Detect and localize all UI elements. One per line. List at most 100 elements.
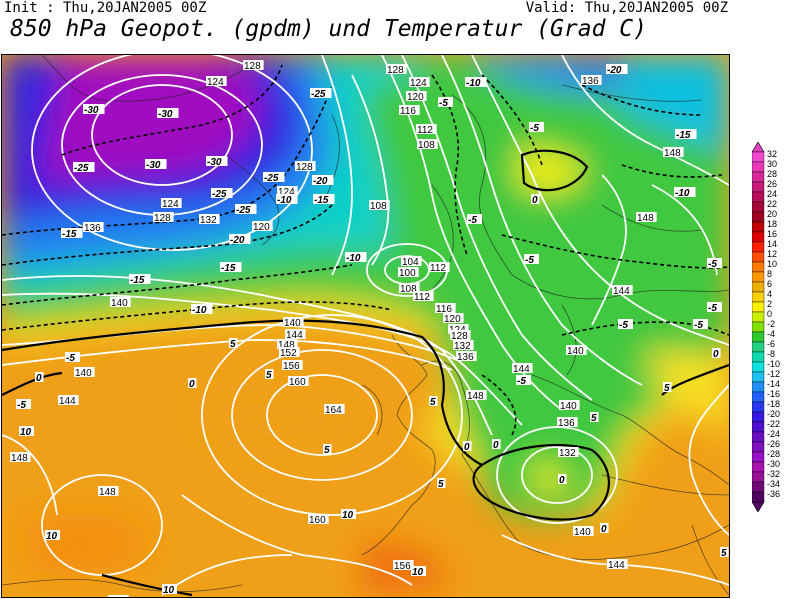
geopotential-label: 108 (418, 140, 435, 151)
chart-title: 850 hPa Geopot. (gpdm) und Temperatur (G… (10, 16, 647, 42)
geopotential-label: 152 (280, 348, 297, 359)
geopotential-label: 140 (567, 346, 584, 357)
colorbar-label: -14 (767, 379, 780, 389)
geopotential-label: 164 (325, 405, 342, 416)
colorbar-swatch (751, 281, 765, 293)
temperature-label: 5 (266, 370, 272, 381)
geopotential-label-bg (282, 360, 303, 370)
temperature-label: 10 (163, 585, 175, 596)
colorbar-swatch (751, 271, 765, 283)
colorbar-label: 4 (767, 289, 772, 299)
colorbar-label: -12 (767, 369, 780, 379)
geopotential-label-bg (448, 324, 469, 334)
temperature-label: -15 (221, 263, 236, 274)
temperature-label-bg (524, 254, 539, 264)
temperature-label-bg (693, 319, 708, 329)
temperature-label-bg (276, 194, 298, 204)
geopotential-label: 136 (582, 76, 599, 87)
temperature-label: -5 (708, 303, 717, 314)
colorbar-label: -16 (767, 389, 780, 399)
temperature-label-bg (145, 159, 167, 169)
colorbar-swatch (751, 311, 765, 323)
temperature-label: 0 (559, 475, 565, 486)
geopotential-label: 112 (417, 125, 433, 136)
geopotential-label-bg (161, 198, 182, 208)
geopotential-label-bg (83, 222, 104, 232)
temperature-label-bg (129, 274, 151, 284)
weather-map: 128 124 128 124 120 116 112 108 136 148 148 128 124 1… (1, 54, 730, 598)
temperature-label: 0 (36, 373, 42, 384)
temperature-label-group: -30 -30 -30 -30 -25 -25 -25 -25 -25 -20 -15 -10 -15 -… (16, 64, 729, 596)
temperature-label-bg (345, 252, 367, 262)
temperature-label: 10 (46, 531, 58, 542)
colorbar-label: 20 (767, 209, 777, 219)
geopotential-label: 108 (400, 284, 417, 295)
geopotential-label: 148 (637, 213, 654, 224)
temperature-label-bg (674, 187, 696, 197)
temperature-label-bg (220, 262, 242, 272)
temperature-label: 10 (412, 567, 424, 578)
geopotential-label: 144 (613, 286, 630, 297)
temperature-label-bg (558, 474, 567, 484)
geopotential-label-bg (416, 124, 437, 134)
geopotential-label-bg (277, 186, 298, 196)
colorbar-label: 32 (767, 149, 777, 159)
temperature-label: 5 (664, 383, 670, 394)
temperature-label-bg (467, 214, 482, 224)
geopotential-label: 144 (608, 560, 625, 571)
temperature-label: 0 (532, 195, 538, 206)
temperature-label: -5 (694, 320, 703, 331)
geopotential-label-bg (573, 526, 594, 536)
init-time-label: Init : Thu,20JAN2005 00Z (4, 0, 207, 16)
map-canvas: 1281241281241201161121081361481481281241… (2, 55, 729, 597)
temperature-label: -5 (468, 215, 477, 226)
temperature-label-bg (19, 426, 34, 436)
temperature-label: -15 (314, 195, 329, 206)
geopotential-label-bg (252, 221, 273, 231)
temperature-label-bg (323, 444, 332, 454)
colorbar-swatch (751, 291, 765, 303)
geopotential-label-bg (285, 329, 306, 339)
geopotential-label-bg (98, 486, 119, 496)
colorbar-label: -10 (767, 359, 780, 369)
colorbar-swatch (751, 181, 765, 193)
geopotential-label-bg (429, 262, 450, 272)
temperature-label-bg (341, 509, 356, 519)
temperature-label-bg (73, 162, 95, 172)
geopotential-label-bg (566, 345, 587, 355)
temperature-label: -15 (676, 130, 691, 141)
geopotential-label: 128 (387, 65, 404, 76)
geopotential-label-bg (453, 340, 474, 350)
colorbar-label: 14 (767, 239, 777, 249)
geopotential-label: 160 (309, 515, 326, 526)
geopotential-label: 144 (513, 364, 530, 375)
geopotential-label: 144 (286, 330, 303, 341)
temperature-label: 0 (713, 349, 719, 360)
temperature-label: -30 (84, 105, 99, 116)
geopotential-label-bg (206, 76, 227, 86)
colorbar-swatch (751, 211, 765, 223)
colorbar-swatch (751, 401, 765, 413)
colorbar-swatch (751, 381, 765, 393)
geopotential-label: 132 (454, 341, 471, 352)
geopotential-label: 128 (451, 331, 468, 342)
temperature-label-bg (463, 441, 472, 451)
temperature-label-bg (529, 122, 544, 132)
geopotential-label-bg (153, 212, 174, 222)
colorbar-swatch (751, 231, 765, 243)
geopotential-label: 148 (278, 340, 295, 351)
geopotential-label: 132 (200, 215, 217, 226)
temperature-label-bg (707, 302, 722, 312)
temperature-label: 10 (20, 427, 32, 438)
temperature-label: -5 (708, 259, 717, 270)
geopotential-label: 128 (244, 61, 261, 72)
geopotential-label-bg (369, 200, 390, 210)
temperature-label: -10 (346, 253, 361, 264)
geopotential-label: 100 (399, 268, 416, 279)
valid-time-label: Valid: Thu,20JAN2005 00Z (525, 0, 728, 16)
temperature-label-bg (35, 372, 44, 382)
temperature-label: 5 (591, 413, 597, 424)
colorbar-swatch (751, 171, 765, 183)
geopotential-label: 140 (574, 527, 591, 538)
geopotential-label-bg (295, 161, 316, 171)
